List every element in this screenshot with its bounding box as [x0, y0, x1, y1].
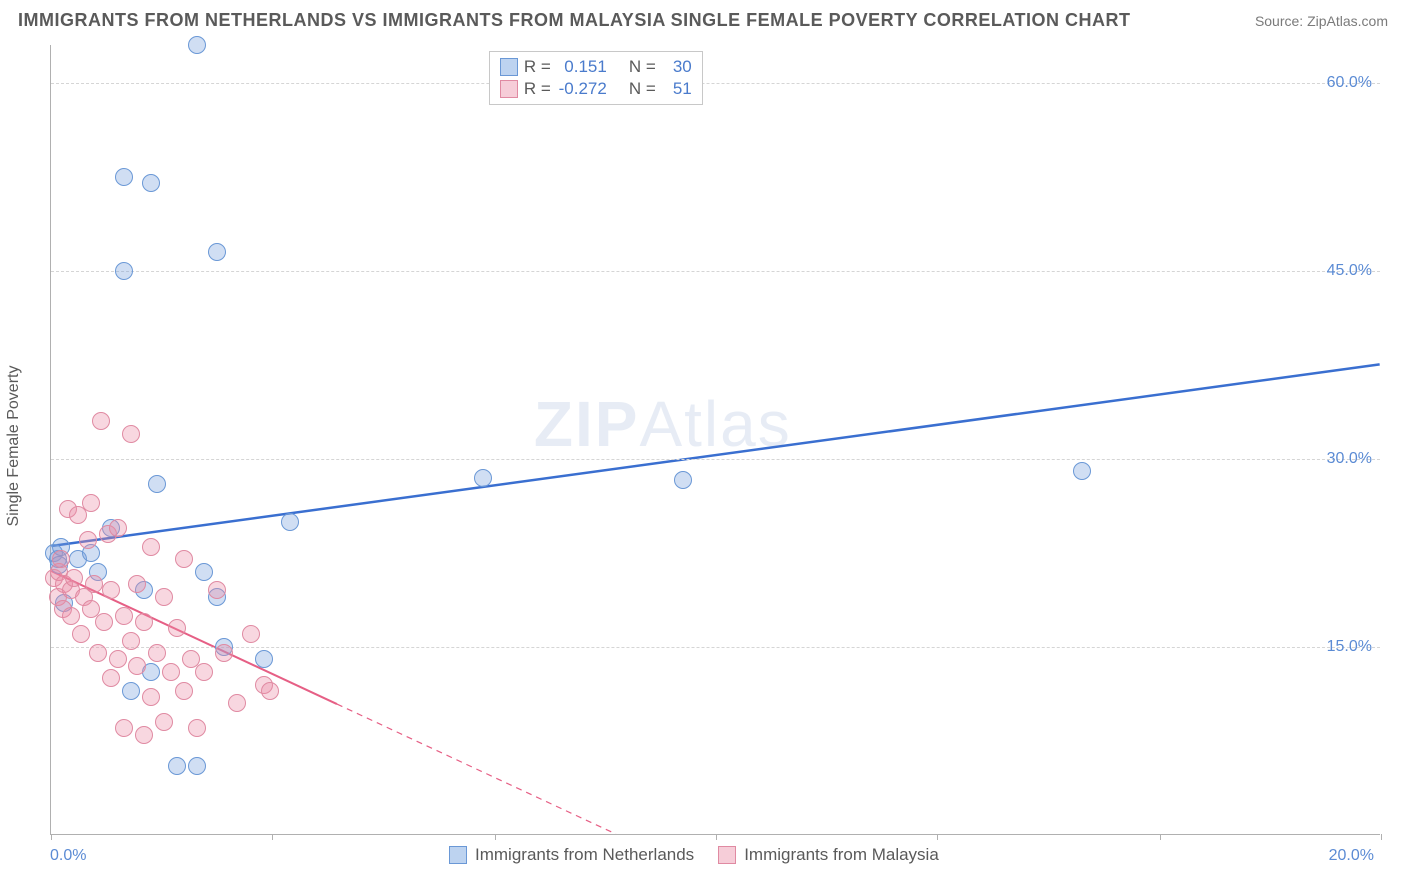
legend-swatch [500, 80, 518, 98]
data-point [228, 694, 246, 712]
gridline [51, 647, 1380, 648]
data-point [135, 613, 153, 631]
data-point [215, 644, 233, 662]
title-bar: IMMIGRANTS FROM NETHERLANDS VS IMMIGRANT… [18, 10, 1388, 31]
legend-swatch [500, 58, 518, 76]
legend-item: Immigrants from Netherlands [449, 845, 694, 865]
data-point [135, 726, 153, 744]
data-point [79, 531, 97, 549]
watermark: ZIPAtlas [534, 387, 792, 461]
data-point [474, 469, 492, 487]
plot-area: 15.0% 30.0% 45.0% 60.0% ZIPAtlas [50, 45, 1380, 835]
data-point [122, 682, 140, 700]
data-point [1073, 462, 1091, 480]
data-point [162, 663, 180, 681]
x-tick [1381, 834, 1382, 840]
n-label: N = [629, 56, 656, 78]
data-point [142, 688, 160, 706]
r-value: -0.272 [557, 78, 607, 100]
data-point [109, 519, 127, 537]
data-point [148, 644, 166, 662]
data-point [168, 757, 186, 775]
data-point [122, 632, 140, 650]
data-point [188, 719, 206, 737]
legend-row: R = -0.272 N = 51 [500, 78, 692, 100]
data-point [142, 174, 160, 192]
trend-lines-layer [51, 45, 1380, 834]
data-point [674, 471, 692, 489]
x-tick [495, 834, 496, 840]
chart-title: IMMIGRANTS FROM NETHERLANDS VS IMMIGRANT… [18, 10, 1131, 31]
data-point [115, 262, 133, 280]
data-point [188, 36, 206, 54]
y-tick-label: 45.0% [1327, 262, 1372, 280]
x-tick [272, 834, 273, 840]
data-point [195, 563, 213, 581]
x-tick [716, 834, 717, 840]
y-axis-title: Single Female Poverty [5, 366, 23, 527]
trend-line-dashed [337, 704, 616, 834]
data-point [261, 682, 279, 700]
data-point [92, 412, 110, 430]
x-tick [51, 834, 52, 840]
x-tick-label: 0.0% [50, 847, 86, 865]
data-point [85, 575, 103, 593]
data-point [52, 550, 70, 568]
data-point [188, 757, 206, 775]
data-point [89, 644, 107, 662]
data-point [115, 719, 133, 737]
data-point [155, 588, 173, 606]
data-point [115, 168, 133, 186]
data-point [168, 619, 186, 637]
legend-item: Immigrants from Malaysia [718, 845, 939, 865]
data-point [195, 663, 213, 681]
data-point [122, 425, 140, 443]
legend-row: R = 0.151 N = 30 [500, 56, 692, 78]
source-text: Source: ZipAtlas.com [1255, 13, 1388, 29]
y-tick-label: 60.0% [1327, 74, 1372, 92]
y-tick-label: 15.0% [1327, 638, 1372, 656]
series-legend: Immigrants from Netherlands Immigrants fr… [449, 845, 939, 865]
data-point [95, 613, 113, 631]
n-label: N = [629, 78, 656, 100]
data-point [62, 607, 80, 625]
x-tick [937, 834, 938, 840]
data-point [208, 243, 226, 261]
correlation-legend: R = 0.151 N = 30 R = -0.272 N = 51 [489, 51, 703, 105]
data-point [72, 625, 90, 643]
data-point [82, 494, 100, 512]
data-point [65, 569, 83, 587]
legend-label: Immigrants from Netherlands [475, 845, 694, 865]
x-tick [1160, 834, 1161, 840]
gridline [51, 459, 1380, 460]
r-value: 0.151 [557, 56, 607, 78]
data-point [115, 607, 133, 625]
data-point [128, 657, 146, 675]
data-point [208, 581, 226, 599]
gridline [51, 83, 1380, 84]
data-point [175, 550, 193, 568]
x-tick-label: 20.0% [1329, 847, 1374, 865]
n-value: 51 [662, 78, 692, 100]
data-point [109, 650, 127, 668]
data-point [242, 625, 260, 643]
data-point [102, 581, 120, 599]
gridline [51, 271, 1380, 272]
data-point [148, 475, 166, 493]
y-tick-label: 30.0% [1327, 450, 1372, 468]
legend-swatch [449, 846, 467, 864]
data-point [142, 538, 160, 556]
legend-swatch [718, 846, 736, 864]
data-point [255, 650, 273, 668]
r-label: R = [524, 78, 551, 100]
data-point [281, 513, 299, 531]
data-point [102, 669, 120, 687]
legend-label: Immigrants from Malaysia [744, 845, 939, 865]
data-point [128, 575, 146, 593]
trend-line [51, 364, 1379, 546]
data-point [155, 713, 173, 731]
r-label: R = [524, 56, 551, 78]
data-point [175, 682, 193, 700]
n-value: 30 [662, 56, 692, 78]
